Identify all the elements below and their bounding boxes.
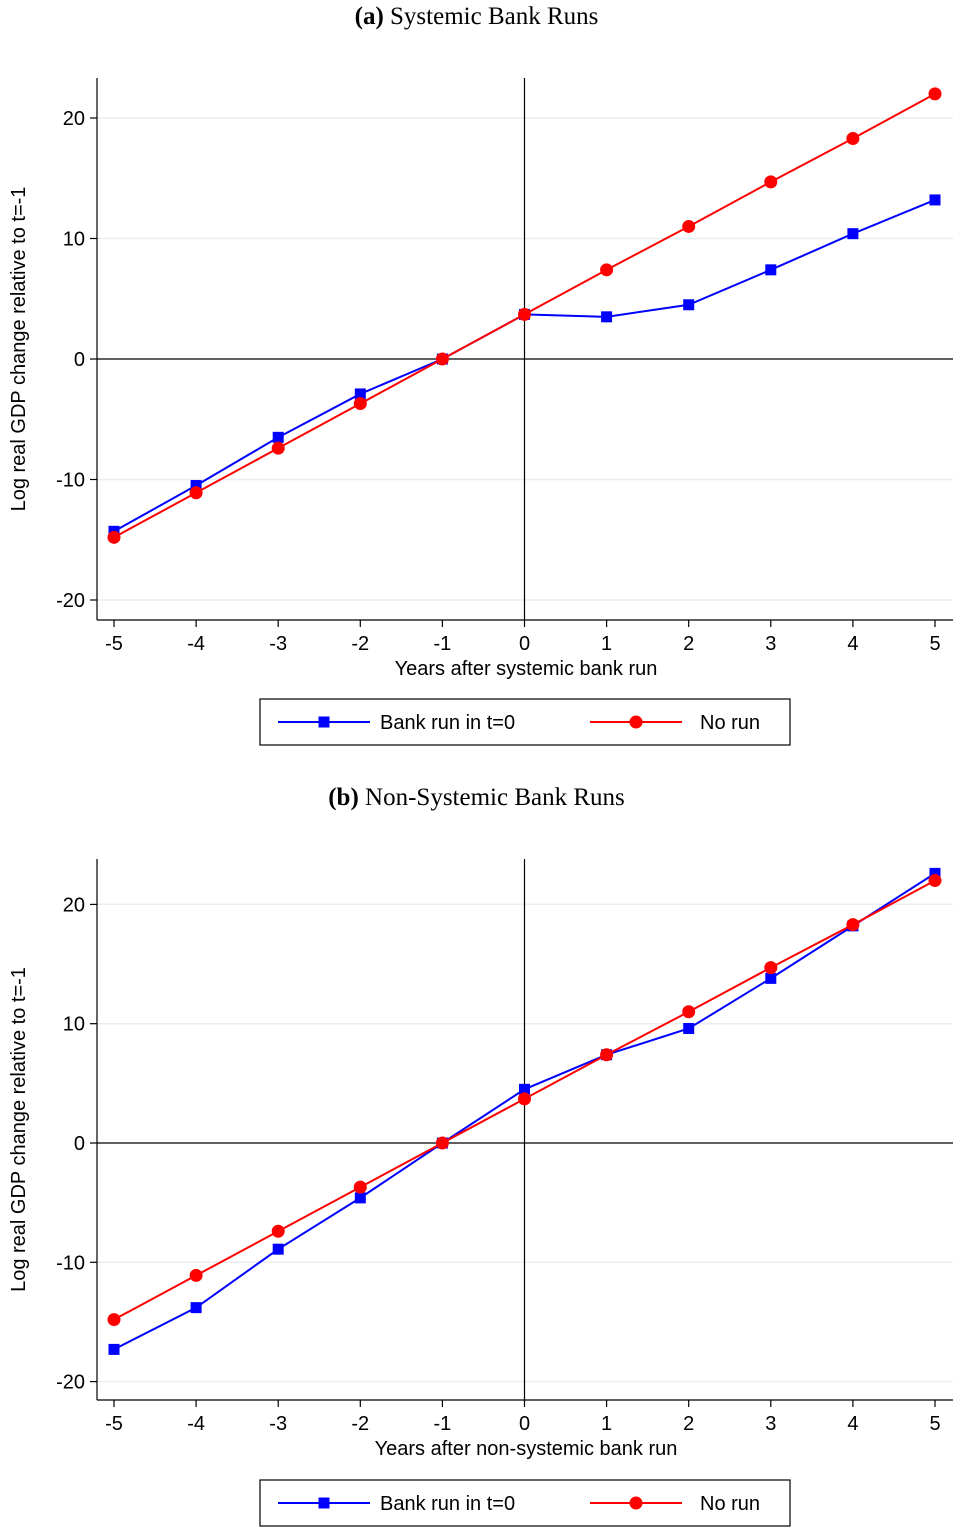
x-tick-label: 2	[683, 633, 694, 655]
x-tick-label: -2	[351, 1413, 369, 1435]
y-tick-label: -10	[56, 470, 85, 492]
x-tick-label: 1	[601, 633, 612, 655]
x-axis-title: Years after non-systemic bank run	[375, 1438, 678, 1460]
data-point-circle	[435, 352, 449, 366]
data-point-circle	[846, 918, 860, 932]
y-tick-label: -10	[56, 1252, 85, 1274]
x-tick-label: 3	[765, 633, 776, 655]
x-tick-label: -1	[434, 1413, 452, 1435]
data-point-square	[519, 1083, 530, 1095]
data-point-square	[272, 431, 284, 443]
legend-label: Bank run in t=0	[380, 1493, 515, 1515]
data-point-square	[929, 867, 941, 879]
y-tick-label: 0	[74, 1133, 85, 1155]
legend-marker-square	[318, 1497, 330, 1509]
x-tick-label: 4	[847, 633, 858, 655]
data-point-square	[847, 228, 859, 240]
data-point-circle	[353, 1180, 367, 1194]
x-tick-label: -2	[351, 633, 369, 655]
x-tick-label: 0	[519, 1413, 530, 1435]
data-point-circle	[764, 175, 778, 189]
y-tick-label: 10	[63, 1014, 85, 1036]
x-tick-label: 1	[601, 1413, 612, 1435]
data-point-circle	[271, 1224, 285, 1238]
data-point-circle	[107, 530, 121, 544]
legend-marker-circle	[629, 1496, 643, 1510]
data-point-circle	[107, 1313, 121, 1327]
y-axis-title: Log real GDP change relative to t=-1	[8, 967, 30, 1292]
data-point-circle	[518, 307, 531, 321]
x-tick-label: -5	[105, 1413, 123, 1435]
data-point-circle	[846, 131, 860, 145]
x-tick-label: 3	[765, 1413, 776, 1435]
x-tick-label: 2	[683, 1413, 694, 1435]
data-point-circle	[189, 1268, 203, 1282]
y-tick-label: 10	[63, 229, 85, 251]
data-point-square	[354, 1192, 366, 1204]
data-point-circle	[518, 1092, 531, 1106]
panel-a-title-text: Systemic Bank Runs	[390, 3, 599, 30]
y-tick-label: 0	[74, 349, 85, 371]
panel-b-tag: (b)	[328, 784, 359, 811]
x-tick-label: -3	[269, 1413, 287, 1435]
x-tick-label: 5	[929, 1413, 940, 1435]
data-point-circle	[271, 441, 285, 455]
x-tick-label: -5	[105, 633, 123, 655]
data-point-square	[601, 311, 613, 323]
data-point-circle	[189, 486, 203, 500]
x-tick-label: 0	[519, 633, 530, 655]
data-point-circle	[928, 87, 942, 101]
data-point-square	[272, 1243, 284, 1255]
legend-label: No run	[700, 712, 760, 734]
legend-label: Bank run in t=0	[380, 712, 515, 734]
data-point-circle	[435, 1136, 449, 1150]
legend-marker-circle	[629, 715, 643, 729]
data-point-square	[354, 388, 366, 400]
x-tick-label: 5	[929, 633, 940, 655]
y-axis-title: Log real GDP change relative to t=-1	[8, 187, 30, 512]
x-axis-title: Years after systemic bank run	[395, 658, 658, 680]
panel-b-title: (b) Non-Systemic Bank Runs	[0, 784, 953, 812]
y-tick-label: -20	[56, 1372, 85, 1394]
y-tick-label: 20	[63, 894, 85, 916]
x-tick-label: -4	[187, 1413, 205, 1435]
data-point-square	[929, 194, 941, 206]
x-tick-label: 4	[847, 1413, 858, 1435]
data-point-square	[765, 972, 777, 984]
data-point-square	[190, 480, 202, 492]
legend-label: No run	[700, 1493, 760, 1515]
panel-a-tag: (a)	[354, 3, 384, 30]
data-point-square	[683, 299, 695, 311]
y-tick-label: -20	[56, 590, 85, 612]
y-tick-label: 20	[63, 108, 85, 130]
panel-a-title: (a) Systemic Bank Runs	[0, 3, 953, 31]
legend-marker-square	[318, 716, 330, 728]
data-point-circle	[682, 219, 696, 233]
x-tick-label: -1	[434, 633, 452, 655]
data-point-circle	[764, 961, 778, 975]
data-point-circle	[928, 874, 942, 888]
x-tick-label: -4	[187, 633, 205, 655]
data-point-square	[108, 1343, 120, 1355]
x-tick-label: -3	[269, 633, 287, 655]
data-point-circle	[682, 1005, 696, 1019]
legend-box	[259, 698, 791, 746]
data-point-square	[683, 1022, 695, 1034]
data-point-circle	[353, 397, 367, 411]
data-point-circle	[600, 1048, 614, 1062]
data-point-circle	[600, 263, 614, 277]
data-point-square	[765, 264, 777, 276]
panel-b-title-text: Non-Systemic Bank Runs	[365, 784, 625, 811]
data-point-square	[190, 1302, 202, 1314]
